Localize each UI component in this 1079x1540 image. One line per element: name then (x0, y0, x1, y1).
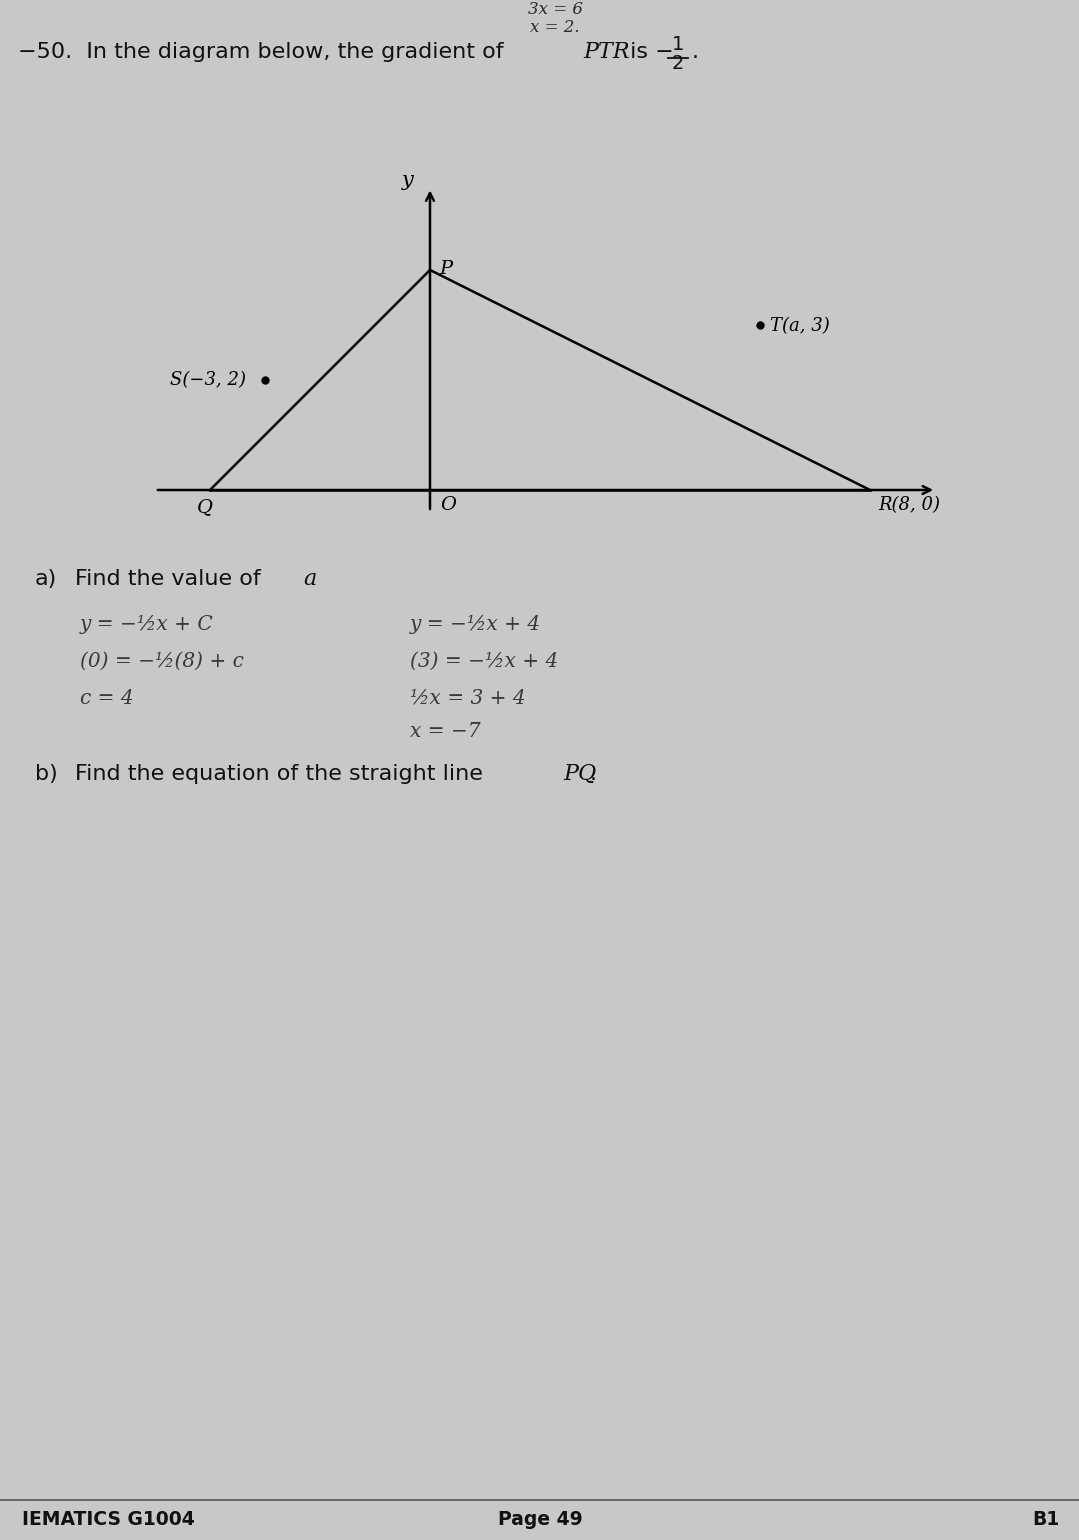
Text: y = −½x + 4: y = −½x + 4 (410, 614, 542, 634)
Text: P: P (439, 260, 452, 279)
Text: a: a (303, 568, 316, 590)
Text: y = −½x + C: y = −½x + C (80, 614, 214, 634)
Text: (0) = −½(8) + c: (0) = −½(8) + c (80, 651, 244, 671)
Text: S(−3, 2): S(−3, 2) (170, 371, 246, 390)
Text: .: . (590, 764, 597, 784)
Text: O: O (440, 496, 456, 514)
Text: ½x = 3 + 4: ½x = 3 + 4 (410, 688, 525, 708)
Text: a): a) (35, 568, 57, 588)
Text: T(a, 3): T(a, 3) (770, 317, 830, 336)
Text: x = −7: x = −7 (410, 722, 480, 741)
Text: B1: B1 (1033, 1511, 1060, 1529)
Text: IEMATICS G1004: IEMATICS G1004 (22, 1511, 194, 1529)
Text: is −: is − (623, 42, 673, 62)
Text: Find the equation of the straight line: Find the equation of the straight line (76, 764, 490, 784)
Text: −50.  In the diagram below, the gradient of: −50. In the diagram below, the gradient … (18, 42, 510, 62)
Text: Find the value of: Find the value of (76, 568, 268, 588)
Text: Q: Q (197, 497, 213, 516)
Text: PQ: PQ (563, 762, 597, 785)
Text: 2: 2 (672, 54, 684, 72)
Text: .: . (692, 42, 699, 62)
Text: (3) = −½x + 4: (3) = −½x + 4 (410, 651, 558, 671)
Text: c = 4: c = 4 (80, 688, 134, 708)
Text: Page 49: Page 49 (497, 1511, 583, 1529)
Text: x = 2.: x = 2. (530, 18, 579, 35)
Text: y: y (402, 171, 414, 189)
Text: 1: 1 (672, 35, 684, 54)
Text: 3x = 6: 3x = 6 (528, 2, 583, 18)
Text: R(8, 0): R(8, 0) (878, 496, 940, 514)
Text: PTR: PTR (583, 42, 630, 63)
Text: b): b) (35, 764, 58, 784)
